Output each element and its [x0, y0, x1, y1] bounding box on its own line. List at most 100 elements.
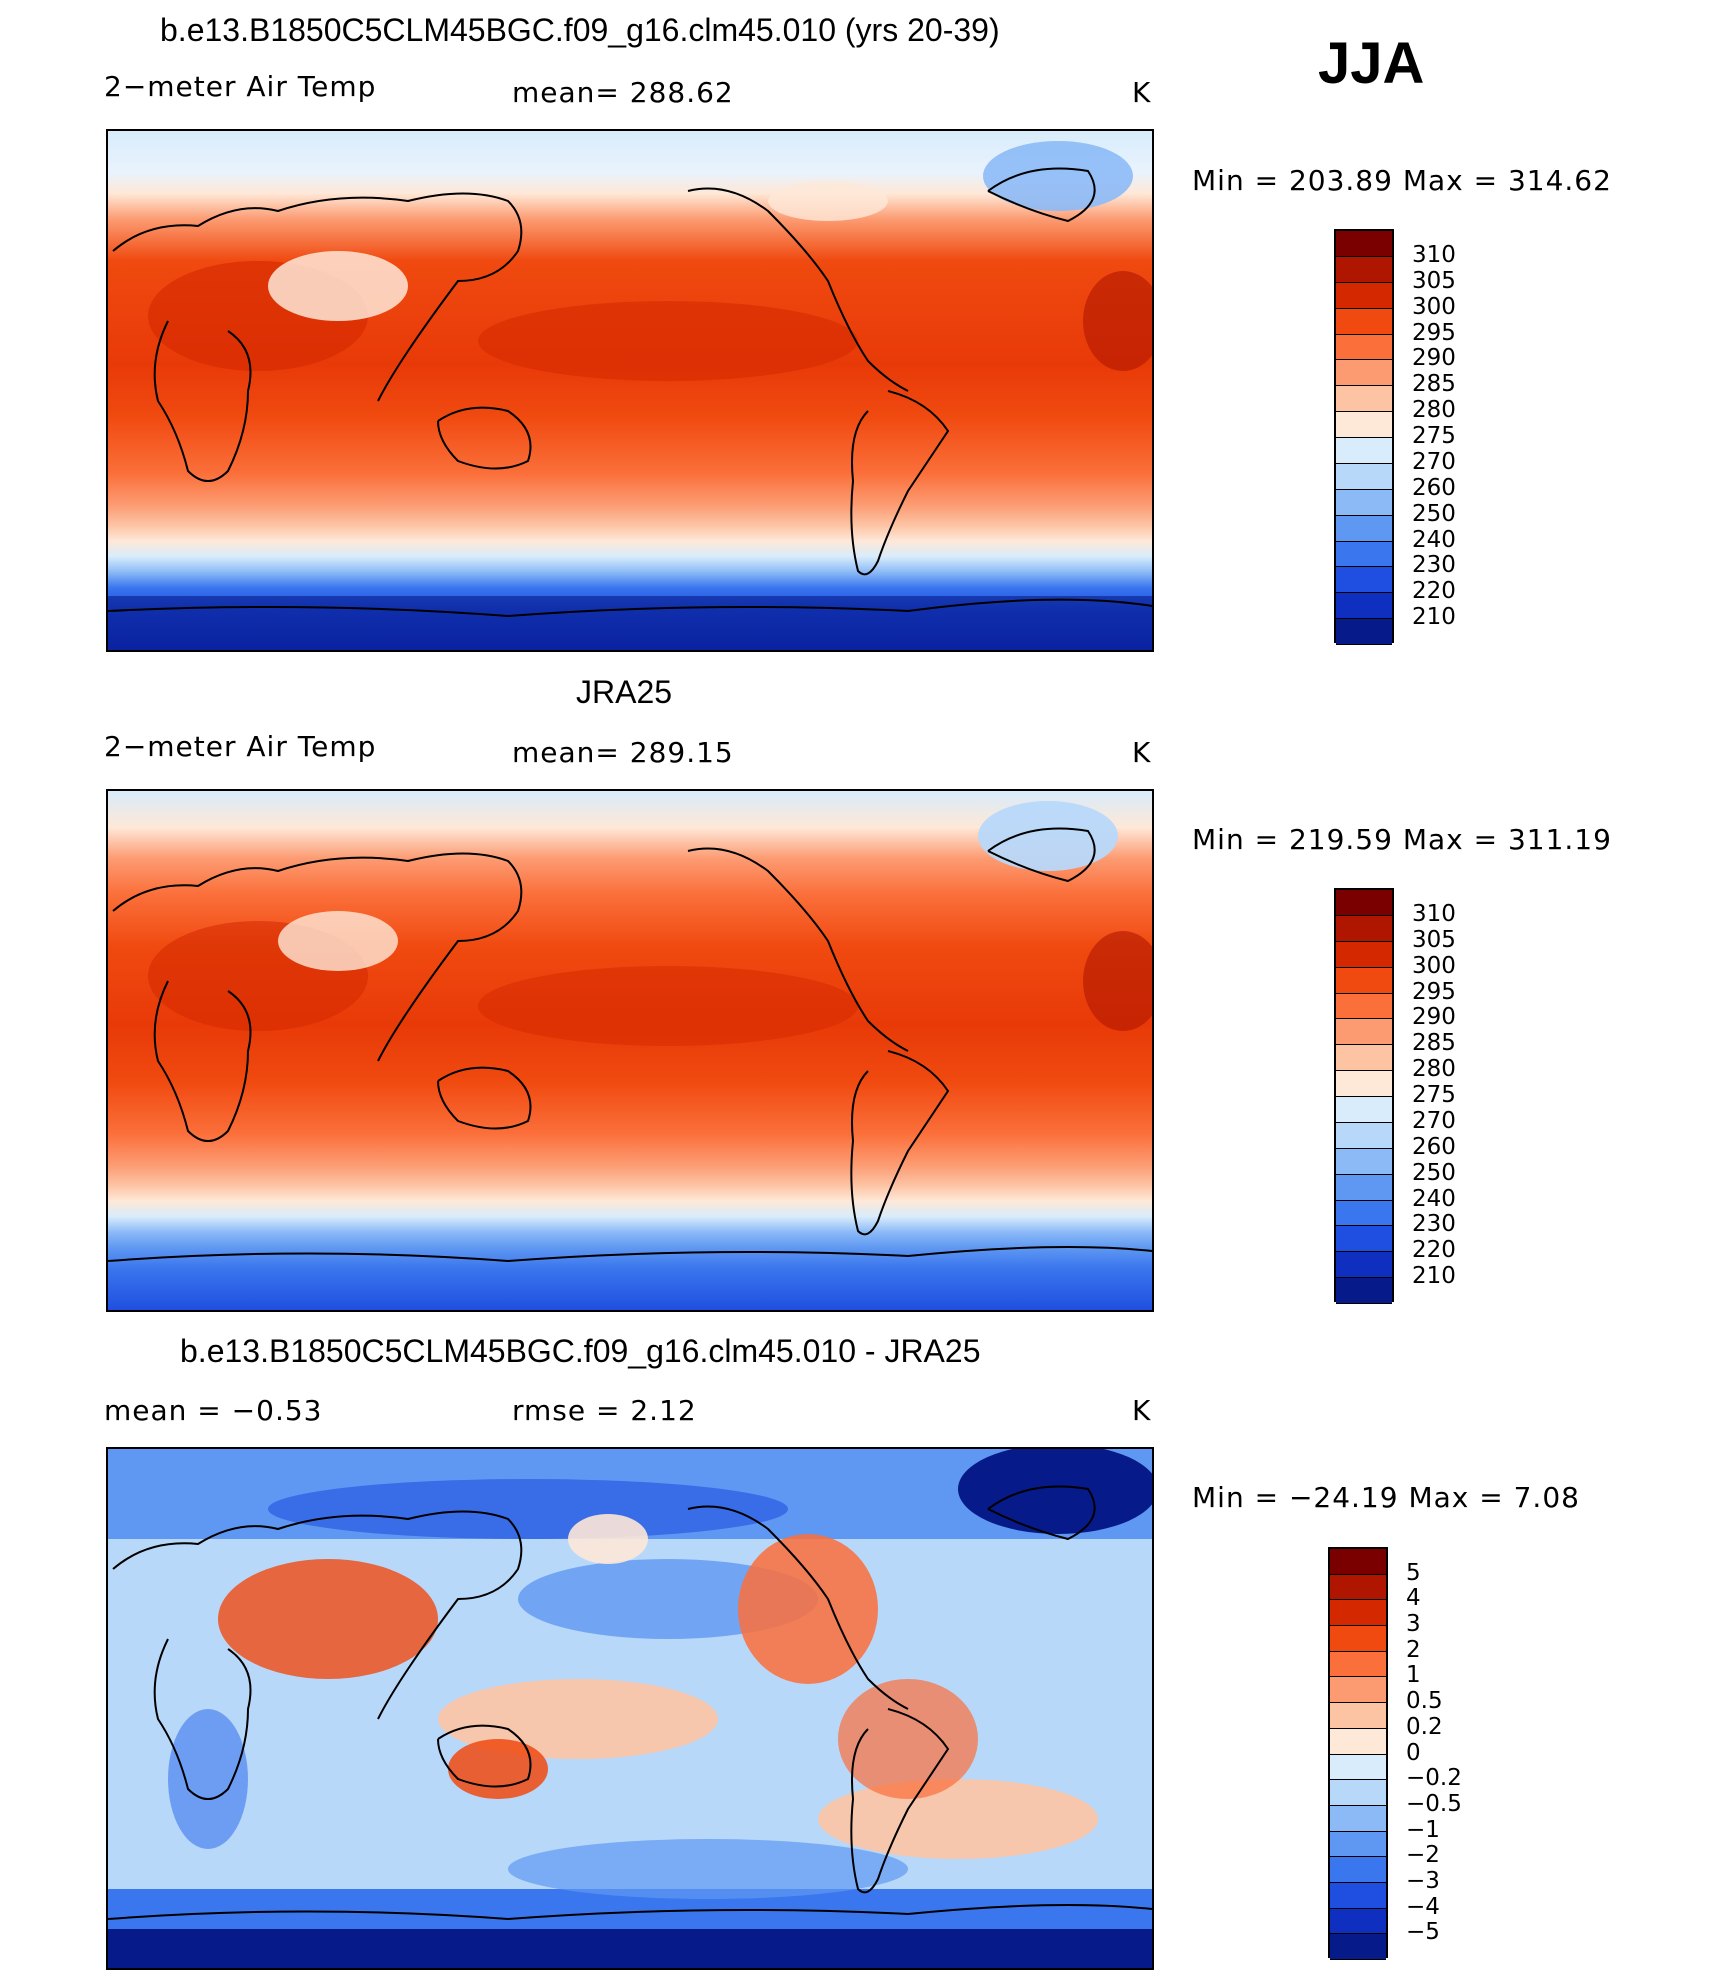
colorbar-tick-label: −2	[1406, 1842, 1440, 1869]
panel1-mean-label: mean= 288.62	[512, 76, 734, 109]
colorbar-tick-label: 285	[1412, 371, 1456, 398]
colorbar-tick-label: 260	[1412, 1133, 1456, 1160]
panel2-coastlines	[108, 827, 1152, 1263]
panel1-coastlines	[108, 167, 1152, 618]
colorbar-swatch	[1330, 1805, 1386, 1832]
colorbar-swatch	[1336, 993, 1392, 1020]
colorbar-swatch	[1336, 1278, 1392, 1304]
colorbar-swatch	[1336, 1174, 1392, 1201]
colorbar-tick-label: 210	[1412, 1263, 1456, 1290]
colorbar-tick-label: 0.2	[1406, 1713, 1443, 1740]
colorbar-tick-label: 0	[1406, 1739, 1421, 1766]
colorbar-swatch	[1330, 1651, 1386, 1678]
panel3-map-svg	[108, 1449, 1152, 1968]
colorbar-swatch	[1336, 1148, 1392, 1175]
colorbar-swatch	[1336, 1045, 1392, 1072]
colorbar-tick-label: 1	[1406, 1662, 1421, 1689]
colorbar-swatch	[1336, 308, 1392, 335]
colorbar-tick-label: 4	[1406, 1585, 1421, 1612]
colorbar-tick-label: −1	[1406, 1816, 1440, 1843]
colorbar-tick-label: 260	[1412, 474, 1456, 501]
colorbar-swatch	[1336, 1226, 1392, 1253]
colorbar-swatch	[1330, 1549, 1386, 1575]
panel1-title: b.e13.B1850C5CLM45BGC.f09_g16.clm45.010 …	[160, 12, 1000, 48]
season-label: JJA	[1318, 31, 1425, 96]
panel3-coastlines	[108, 1485, 1152, 1921]
colorbar-swatch	[1330, 1882, 1386, 1909]
colorbar-swatch	[1336, 515, 1392, 542]
colorbar-tick-label: 280	[1412, 1056, 1456, 1083]
panel2-mean-label: mean= 289.15	[512, 736, 734, 769]
colorbar-swatch	[1336, 1019, 1392, 1046]
colorbar-tick-label: 290	[1412, 345, 1456, 372]
colorbar-tick-label: 250	[1412, 500, 1456, 527]
colorbar-swatch	[1336, 412, 1392, 438]
panel2-jra25-temperature-map	[106, 789, 1154, 1312]
colorbar-tick-label: 250	[1412, 1159, 1456, 1186]
colorbar-tick-label: 275	[1412, 1082, 1456, 1108]
colorbar-swatch	[1330, 1780, 1386, 1806]
panel2-colorbar-box	[1334, 888, 1394, 1304]
colorbar-swatch	[1336, 967, 1392, 994]
colorbar-tick-label: −3	[1406, 1867, 1440, 1894]
colorbar-tick-label: 220	[1412, 1237, 1456, 1264]
colorbar-swatch	[1330, 1677, 1386, 1704]
colorbar-swatch	[1336, 334, 1392, 361]
colorbar-tick-label: 270	[1412, 1107, 1456, 1134]
colorbar-tick-label: 305	[1412, 926, 1456, 953]
colorbar-swatch	[1336, 619, 1392, 645]
colorbar-swatch	[1336, 360, 1392, 387]
colorbar-swatch	[1336, 593, 1392, 620]
colorbar-swatch	[1336, 386, 1392, 413]
colorbar-tick-label: 2	[1406, 1636, 1421, 1663]
colorbar-swatch	[1336, 915, 1392, 942]
panel2-variable-label: 2−meter Air Temp	[104, 730, 377, 763]
colorbar-tick-label: 220	[1412, 578, 1456, 605]
colorbar-tick-label: −4	[1406, 1893, 1440, 1920]
panel1-colorbar-box	[1334, 229, 1394, 645]
colorbar-swatch	[1330, 1728, 1386, 1755]
colorbar-swatch	[1330, 1574, 1386, 1601]
colorbar-tick-label: 210	[1412, 604, 1456, 631]
colorbar-tick-label: 0.5	[1406, 1688, 1443, 1715]
panel1-variable-label: 2−meter Air Temp	[104, 70, 377, 103]
colorbar-swatch	[1330, 1626, 1386, 1652]
colorbar-tick-label: 300	[1412, 952, 1456, 979]
panel3-title: b.e13.B1850C5CLM45BGC.f09_g16.clm45.010 …	[180, 1333, 981, 1369]
colorbar-tick-label: 5	[1406, 1559, 1421, 1586]
colorbar-swatch	[1336, 1122, 1392, 1149]
colorbar-swatch	[1336, 231, 1392, 257]
panel3-units-label: K	[1132, 1394, 1152, 1427]
panel3-colorbar-box	[1328, 1547, 1388, 1960]
panel1-minmax-label: Min = 203.89 Max = 314.62	[1192, 164, 1612, 197]
colorbar-swatch	[1336, 489, 1392, 516]
panel2-minmax-label: Min = 219.59 Max = 311.19	[1192, 823, 1612, 856]
colorbar-tick-label: 305	[1412, 267, 1456, 294]
panel3-mean-label: mean = −0.53	[104, 1394, 323, 1427]
colorbar-swatch	[1330, 1600, 1386, 1627]
colorbar-tick-label: 3	[1406, 1611, 1421, 1638]
panel2-units-label: K	[1132, 736, 1152, 769]
colorbar-tick-label: 240	[1412, 1185, 1456, 1212]
panel3-rmse-label: rmse = 2.12	[512, 1394, 697, 1427]
colorbar-tick-label: 275	[1412, 423, 1456, 449]
colorbar-tick-label: 230	[1412, 552, 1456, 579]
colorbar-tick-label: −0.2	[1406, 1765, 1462, 1792]
colorbar-swatch	[1336, 438, 1392, 464]
colorbar-swatch	[1330, 1934, 1386, 1960]
colorbar-tick-label: 280	[1412, 397, 1456, 424]
colorbar-tick-label: 230	[1412, 1211, 1456, 1238]
colorbar-tick-label: 295	[1412, 978, 1456, 1005]
colorbar-swatch	[1330, 1857, 1386, 1883]
colorbar-swatch	[1336, 541, 1392, 568]
colorbar-tick-label: 310	[1412, 900, 1456, 927]
colorbar-tick-label: 290	[1412, 1004, 1456, 1031]
colorbar-swatch	[1336, 256, 1392, 283]
colorbar-swatch	[1336, 941, 1392, 968]
colorbar-tick-label: −5	[1406, 1919, 1440, 1946]
colorbar-tick-label: −0.5	[1406, 1790, 1462, 1817]
colorbar-swatch	[1336, 1071, 1392, 1097]
colorbar-swatch	[1336, 463, 1392, 490]
colorbar-swatch	[1330, 1754, 1386, 1781]
panel2-title: JRA25	[576, 674, 673, 710]
